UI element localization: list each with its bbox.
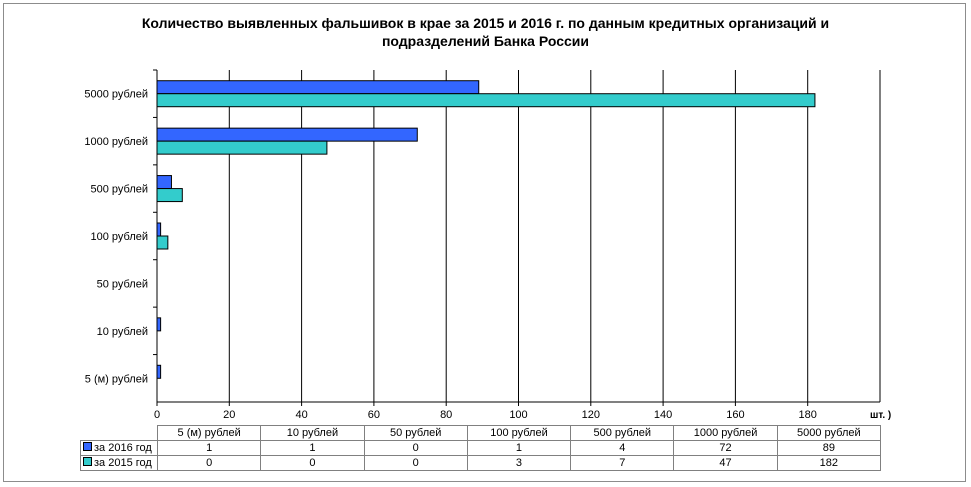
- chart-title: Количество выявленных фальшивок в крае з…: [0, 14, 971, 50]
- legend-key-0: [83, 442, 92, 451]
- bar-1-5: [156, 140, 328, 155]
- x-tick-label-1: 20: [223, 409, 235, 421]
- table-cell-0-1: 1: [260, 440, 365, 456]
- table-cell-0-2: 0: [363, 440, 468, 456]
- table-corner: [81, 426, 158, 441]
- table-cell-1-1: 0: [260, 455, 365, 471]
- category-label-3: 100 рублей: [90, 231, 148, 243]
- table-header-cell-5: 1000 рублей: [673, 425, 778, 441]
- x-tick-label-3: 60: [368, 409, 380, 421]
- legend-label-1: за 2015 год: [94, 457, 152, 469]
- table-cell-0-0: 1: [156, 440, 262, 456]
- table-cell-1-2: 0: [363, 455, 468, 471]
- table-cell-1-4: 7: [570, 455, 675, 471]
- table-cell-0-4: 4: [570, 440, 675, 456]
- x-tick-label-9: 180: [799, 409, 817, 421]
- x-tick-label-7: 140: [654, 409, 672, 421]
- x-tick-label-0: 0: [154, 409, 160, 421]
- unit-label: шт. ): [870, 410, 891, 421]
- data-table: 5 (м) рублей 10 рублей 50 рублей 100 рублей…: [80, 425, 881, 471]
- table-cell-1-0: 0: [156, 455, 262, 471]
- x-tick-label-4: 80: [440, 409, 452, 421]
- table-cell-1-6: 182: [776, 455, 881, 471]
- category-label-6: 5000 рублей: [84, 89, 148, 101]
- table-cell-1-5: 47: [673, 455, 778, 471]
- x-tick-label-6: 120: [582, 409, 600, 421]
- legend-entry-0: за 2016 год: [80, 440, 158, 456]
- table-row: за 2016 год 1 1 0 1 4 72 89: [80, 440, 881, 456]
- table-header-row: 5 (м) рублей 10 рублей 50 рублей 100 рублей…: [81, 425, 881, 441]
- bar-0-6: [156, 80, 480, 95]
- bar-0-4: [156, 175, 172, 190]
- table-header-cell-1: 10 рублей: [260, 425, 365, 441]
- bar-1-4: [156, 188, 183, 203]
- chart-title-line-1: Количество выявленных фальшивок в крае з…: [141, 15, 830, 31]
- category-label-4: 500 рублей: [90, 184, 148, 196]
- table-cell-0-3: 1: [466, 440, 572, 456]
- bar-0-5: [156, 127, 418, 142]
- bar-0-1: [156, 317, 162, 332]
- category-label-5: 1000 рублей: [84, 136, 148, 148]
- table-header-cell-6: 5000 рублей: [776, 425, 881, 441]
- legend-key-1: [83, 457, 92, 466]
- category-label-1: 10 рублей: [97, 326, 148, 338]
- x-tick-label-5: 100: [509, 409, 527, 421]
- table-cell-0-6: 89: [776, 440, 881, 456]
- x-tick-label-2: 40: [295, 409, 307, 421]
- legend-label-0: за 2016 год: [94, 442, 152, 454]
- x-tick-label-8: 160: [726, 409, 744, 421]
- chart-title-line-2: подразделений Банка России: [381, 33, 590, 49]
- table-cell-0-5: 72: [673, 440, 778, 456]
- bar-1-3: [156, 235, 169, 250]
- category-label-0: 5 (м) рублей: [85, 373, 148, 385]
- bar-1-6: [156, 93, 816, 108]
- table-header-cell-0: 5 (м) рублей: [156, 425, 262, 441]
- bar-0-3: [156, 222, 162, 237]
- bar-0-0: [156, 364, 162, 379]
- table-row: за 2015 год 0 0 0 3 7 47 182: [80, 455, 881, 471]
- legend-entry-1: за 2015 год: [80, 455, 158, 471]
- table-cell-1-3: 3: [466, 455, 572, 471]
- category-label-2: 50 рублей: [97, 278, 148, 290]
- table-header-cell-4: 500 рублей: [570, 425, 675, 441]
- table-header-cell-3: 100 рублей: [466, 425, 572, 441]
- chart-frame: [3, 3, 966, 482]
- table-header-cell-2: 50 рублей: [363, 425, 468, 441]
